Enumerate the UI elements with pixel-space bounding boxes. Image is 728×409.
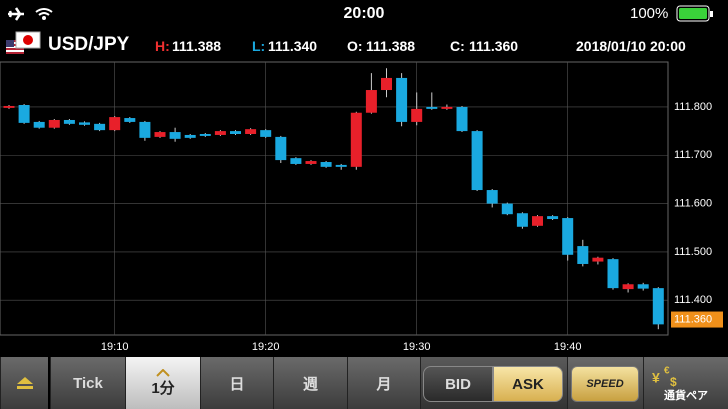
close-label: C: bbox=[450, 38, 465, 54]
high-label: H: bbox=[155, 38, 170, 54]
speed-button[interactable]: SPEED bbox=[571, 366, 639, 402]
bid-button[interactable]: BID bbox=[423, 366, 493, 402]
svg-text:€: € bbox=[664, 366, 670, 377]
candle-body bbox=[139, 121, 151, 138]
battery-icon bbox=[676, 5, 713, 22]
clock: 20:00 bbox=[343, 5, 385, 22]
y-tick-label: 111.600 bbox=[674, 197, 712, 209]
candle-body bbox=[275, 136, 287, 161]
candle-body bbox=[3, 105, 15, 108]
candle-body bbox=[48, 119, 60, 128]
candle-body bbox=[652, 288, 664, 325]
x-tick-label: 19:40 bbox=[554, 341, 582, 353]
candle-body bbox=[501, 203, 513, 215]
candle-body bbox=[335, 164, 347, 167]
candle-body bbox=[18, 105, 30, 123]
candle-body bbox=[109, 117, 121, 131]
y-tick-label: 111.400 bbox=[674, 294, 712, 306]
candle-body bbox=[486, 190, 498, 204]
y-tick-label: 111.700 bbox=[674, 149, 712, 161]
flag-icon bbox=[6, 31, 41, 54]
candle-body bbox=[350, 112, 362, 167]
svg-text:$: $ bbox=[670, 375, 677, 389]
candle-body bbox=[290, 158, 302, 164]
last-price-label: 111.360 bbox=[674, 313, 712, 325]
candle-body bbox=[516, 213, 528, 227]
candle-body bbox=[169, 132, 181, 139]
candle-body bbox=[154, 132, 166, 137]
timeframe-button[interactable]: 日 bbox=[200, 357, 273, 409]
candle-body bbox=[184, 134, 196, 138]
candle-body bbox=[441, 106, 453, 109]
pair-name: USD/JPY bbox=[48, 34, 130, 55]
x-tick-label: 19:10 bbox=[101, 341, 129, 353]
pair-button[interactable]: ¥ € $ 通貨ペア bbox=[643, 357, 728, 409]
candle-body bbox=[260, 130, 272, 137]
candle-body bbox=[94, 123, 106, 131]
plot-frame bbox=[0, 61, 669, 336]
timeframe-button[interactable]: Tick bbox=[50, 357, 125, 409]
candle-body bbox=[592, 257, 604, 262]
high-value: 111.388 bbox=[172, 38, 222, 54]
candle-body bbox=[577, 246, 589, 264]
timeframe-button[interactable]: 週 bbox=[273, 357, 347, 409]
datetime: 2018/01/10 20:00 bbox=[576, 38, 686, 54]
candle-body bbox=[124, 118, 136, 122]
candle-body bbox=[547, 216, 559, 220]
candle-body bbox=[365, 90, 377, 113]
candle-body bbox=[637, 284, 649, 289]
y-tick-label: 111.500 bbox=[674, 246, 712, 258]
x-tick-label: 19:30 bbox=[403, 341, 431, 353]
expand-button[interactable] bbox=[0, 357, 48, 409]
ask-button[interactable]: ASK bbox=[493, 366, 563, 402]
candle-body bbox=[411, 108, 423, 122]
candle-body bbox=[396, 77, 408, 122]
open-label: O: bbox=[347, 38, 363, 54]
status-icons bbox=[8, 7, 53, 21]
low-label: L: bbox=[252, 38, 266, 54]
candle-body bbox=[381, 77, 392, 91]
candle-body bbox=[33, 121, 45, 128]
status-bar: 20:00 100% bbox=[0, 0, 728, 28]
last-price-box bbox=[671, 311, 723, 328]
candle-body bbox=[230, 131, 241, 134]
timeframe-button[interactable]: 月 bbox=[347, 357, 420, 409]
candle-body bbox=[532, 216, 543, 226]
candle-body bbox=[305, 161, 317, 164]
candle-body bbox=[456, 106, 468, 132]
candle-body bbox=[607, 259, 619, 289]
battery-text: 100% bbox=[630, 5, 669, 22]
candle-body bbox=[562, 218, 574, 255]
candle-body bbox=[622, 284, 634, 290]
candle-body bbox=[79, 122, 90, 125]
low-value: 111.340 bbox=[268, 38, 318, 54]
candle-body bbox=[471, 131, 483, 191]
candle-body bbox=[214, 131, 226, 135]
candle-body bbox=[245, 129, 257, 134]
header: USD/JPY H: 111.388 L: 111.340 O: 111.388… bbox=[0, 30, 728, 60]
y-tick-label: 111.800 bbox=[674, 101, 712, 113]
x-tick-label: 19:20 bbox=[252, 341, 280, 353]
open-value: 111.388 bbox=[366, 38, 416, 54]
svg-text:¥: ¥ bbox=[652, 370, 660, 386]
close-value: 111.360 bbox=[469, 38, 519, 54]
candle-body bbox=[320, 162, 332, 167]
candle-body bbox=[63, 119, 75, 124]
chart: 111.800 111.700 111.600 111.500 111.400 19:10… bbox=[0, 61, 723, 353]
candle-body bbox=[199, 133, 211, 136]
pair-button-label: 通貨ペア bbox=[664, 390, 708, 402]
timeframe-label: 1分 bbox=[151, 379, 175, 397]
candle-body bbox=[426, 106, 438, 109]
timeframe-button-selected[interactable]: 1分 bbox=[125, 357, 200, 409]
